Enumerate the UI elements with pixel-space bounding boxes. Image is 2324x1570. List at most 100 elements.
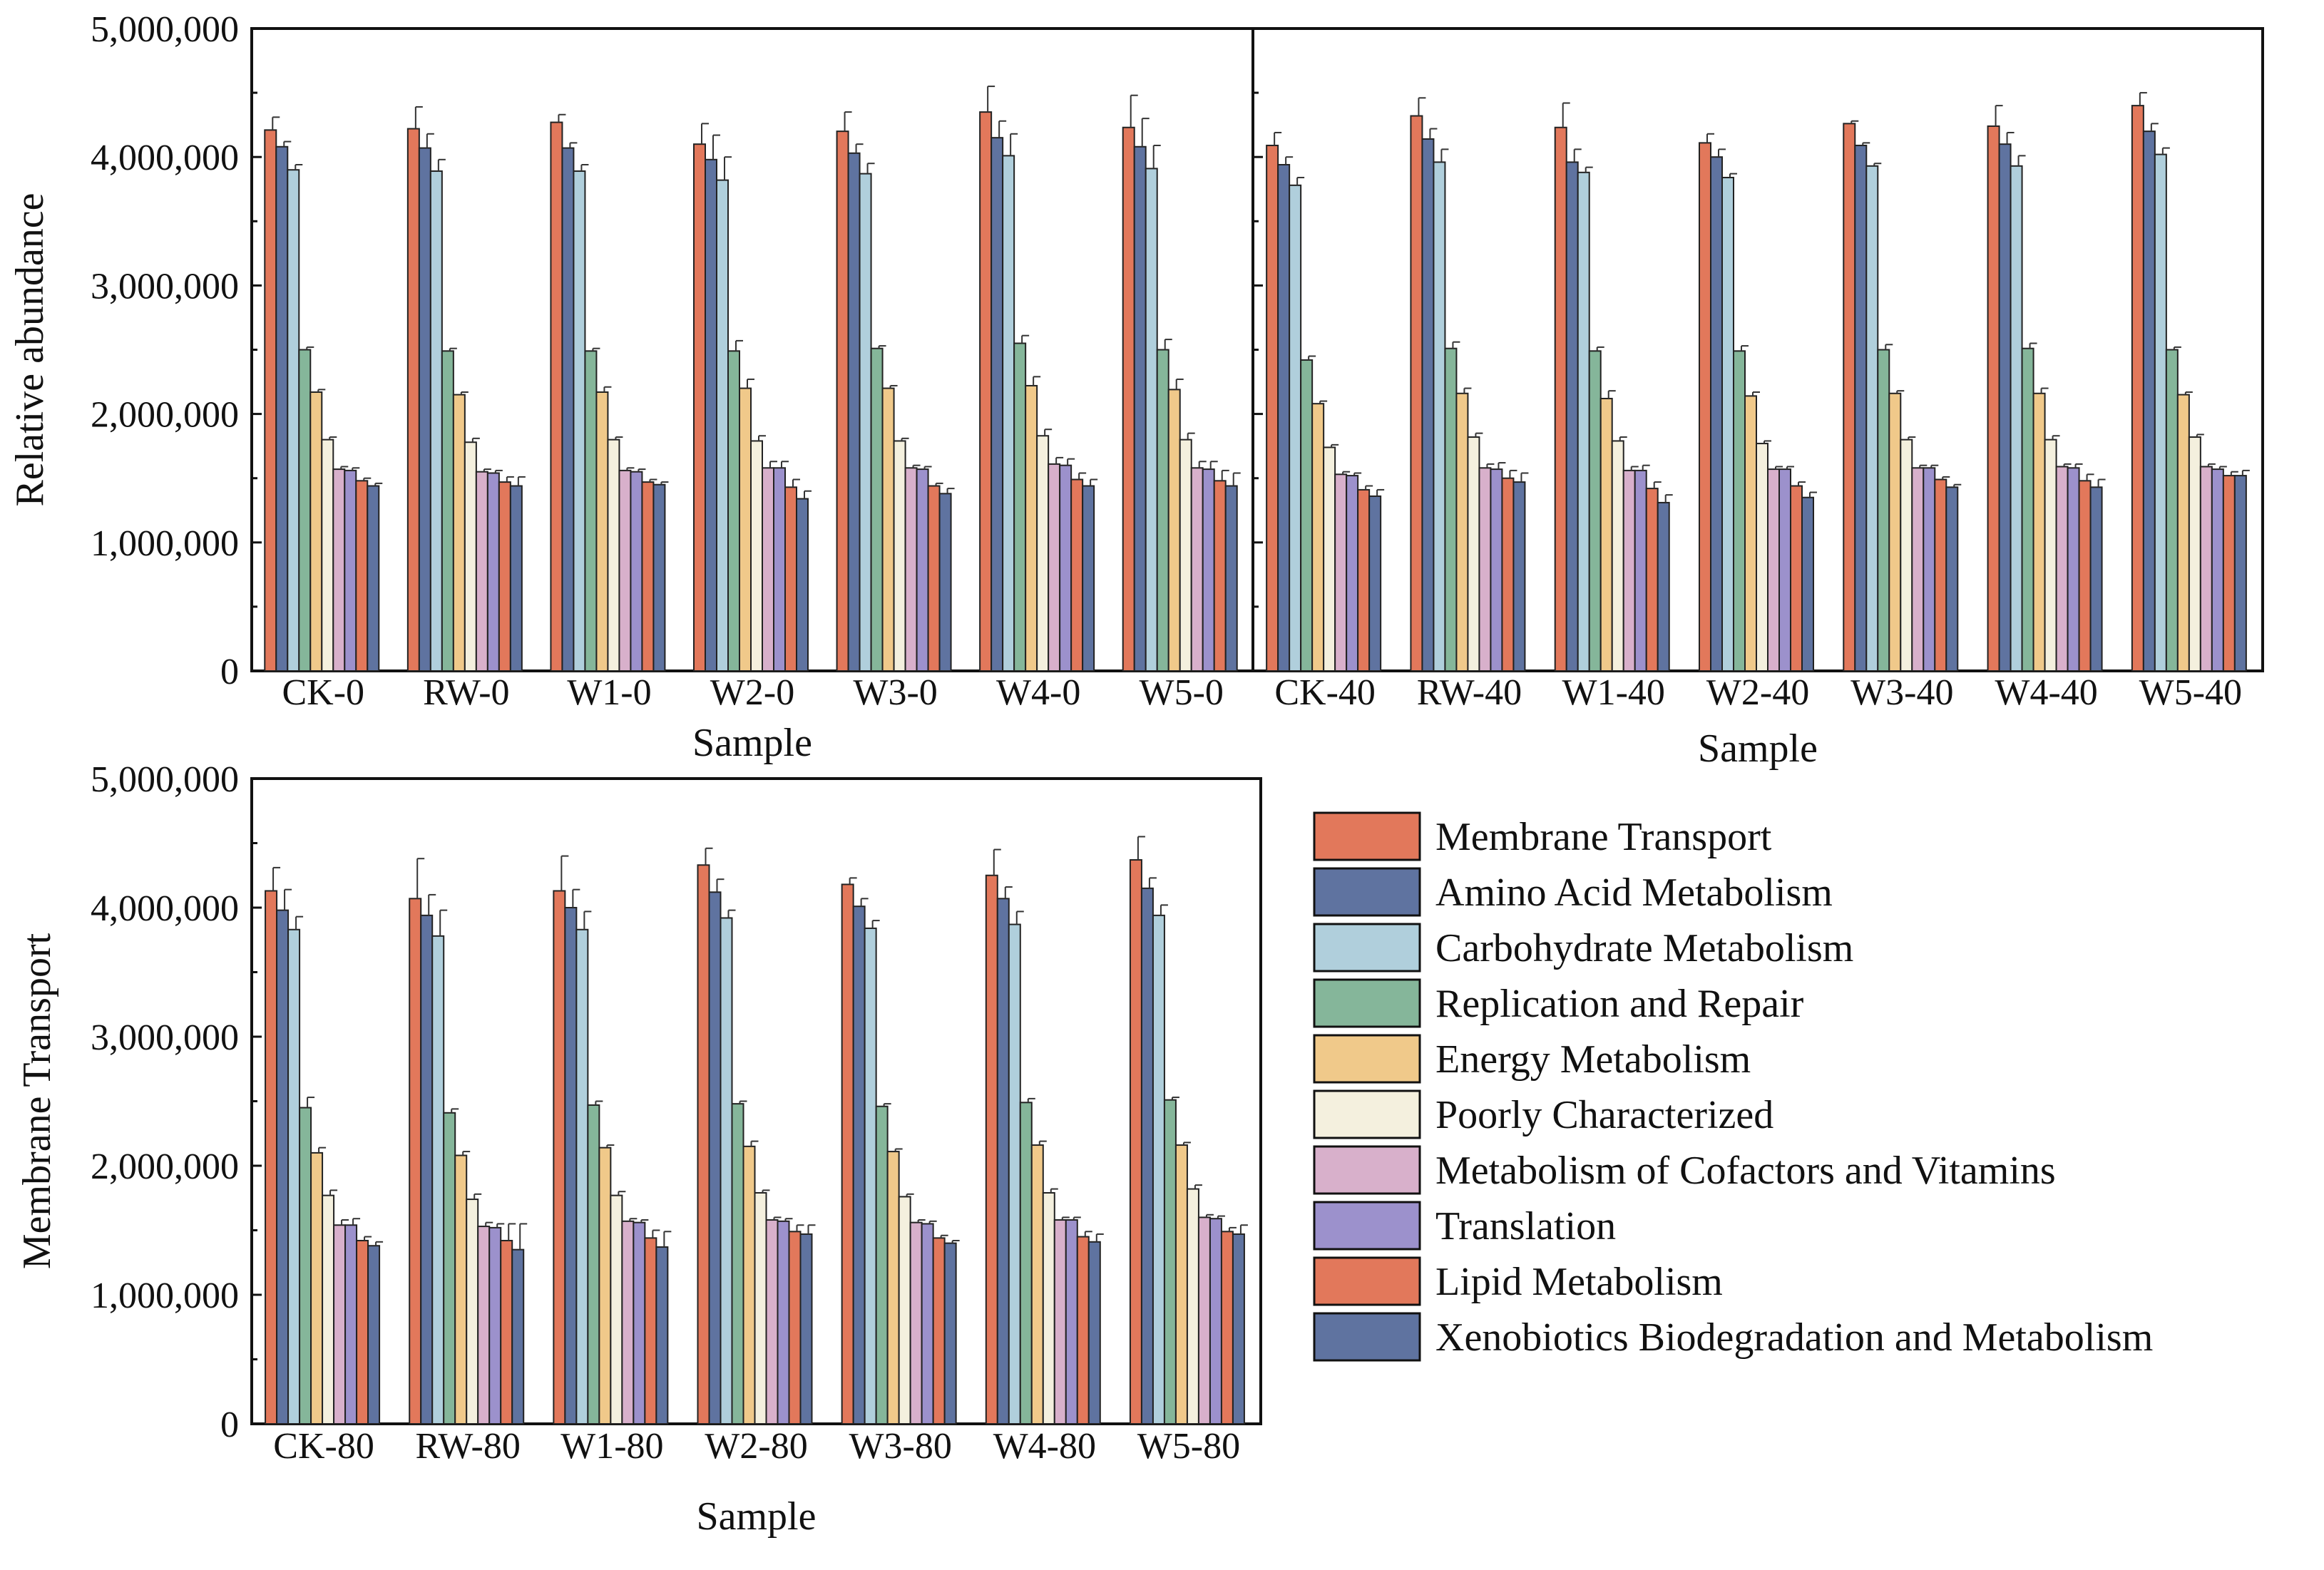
x-tick-label: W5-0: [1140, 672, 1224, 713]
bar: [979, 111, 993, 672]
chart-panel-top-left: 0 1,000,000 2,000,000 3,000,000 4,000,000 5,0…: [8, 9, 1254, 765]
x-tick-label: W2-40: [1706, 672, 1809, 713]
x-tick-label: RW-40: [1417, 672, 1522, 713]
bar: [1213, 480, 1227, 672]
bar: [2211, 468, 2224, 672]
bar: [2089, 486, 2103, 672]
legend-label: Replication and Repair: [1435, 982, 1804, 1026]
bar: [1129, 859, 1142, 1425]
bar: [344, 469, 357, 672]
bar: [898, 1196, 911, 1425]
bar: [1190, 467, 1204, 672]
bar: [367, 485, 380, 672]
y-tick-label: 4,000,000: [91, 888, 239, 929]
bar: [420, 914, 434, 1425]
bar: [1224, 485, 1238, 672]
bar: [932, 1237, 946, 1425]
bar: [720, 917, 733, 1425]
bar: [799, 1233, 813, 1425]
bar: [904, 467, 918, 672]
bar: [1042, 1192, 1055, 1425]
bar: [322, 1194, 335, 1425]
bar: [1300, 359, 1314, 672]
bar: [847, 152, 861, 672]
bar: [1070, 478, 1084, 672]
bar: [1945, 486, 1959, 672]
legend-label: Membrane Transport: [1435, 815, 1772, 859]
bar: [693, 143, 706, 672]
bar: [1421, 138, 1435, 672]
bar: [921, 1223, 934, 1425]
bar: [1065, 1219, 1078, 1425]
bar: [299, 1107, 312, 1425]
x-tick-label: RW-80: [416, 1426, 521, 1467]
bar: [1790, 485, 1803, 672]
bar: [1140, 887, 1154, 1425]
bar: [310, 1151, 324, 1425]
bar: [409, 898, 422, 1425]
legend-label: Lipid Metabolism: [1435, 1260, 1723, 1304]
bar: [564, 907, 578, 1425]
bar: [550, 121, 563, 672]
bar: [996, 898, 1010, 1425]
bar: [1122, 126, 1135, 672]
bar: [886, 1151, 900, 1425]
bar: [796, 498, 809, 672]
bar: [836, 130, 849, 672]
bar: [1645, 488, 1659, 672]
bar: [1167, 389, 1181, 672]
bar: [1888, 392, 1902, 672]
bar: [2154, 153, 2167, 672]
legend-swatch: [1313, 811, 1421, 861]
bar: [356, 1239, 369, 1425]
y-axis-title: Relative abundance: [8, 193, 52, 506]
legend-label: Metabolism of Cofactors and Vitamins: [1435, 1149, 2056, 1193]
bar: [1478, 467, 1492, 672]
bar: [1744, 395, 1757, 672]
bar: [264, 129, 277, 672]
bar: [985, 874, 998, 1425]
bar: [1076, 1236, 1090, 1425]
bar: [406, 128, 420, 672]
legend-item: Metabolism of Cofactors and Vitamins: [1313, 1145, 2056, 1195]
y-tick-label: 1,000,000: [91, 523, 239, 564]
bar: [754, 1192, 767, 1425]
legend-label: Carbohydrate Metabolism: [1435, 926, 1853, 970]
bar: [1323, 446, 1336, 672]
bar: [1987, 125, 2000, 672]
bar: [1577, 171, 1590, 672]
bar: [1998, 143, 2012, 672]
legend-label: Xenobiotics Biodegradation and Metabolis…: [1435, 1315, 2153, 1360]
bar: [1019, 1102, 1033, 1425]
x-tick-label: W5-40: [2139, 672, 2242, 713]
x-tick-label: W5-80: [1137, 1426, 1240, 1467]
x-axis-title: Sample: [697, 1494, 817, 1539]
bar: [1289, 184, 1302, 672]
bar: [1174, 1144, 1188, 1425]
bar: [1145, 168, 1158, 672]
bar: [2021, 347, 2034, 672]
bar: [1152, 914, 1165, 1425]
bar: [464, 441, 477, 672]
chart-panels: 0 1,000,000 2,000,000 3,000,000 4,000,000 5,0…: [8, 9, 2264, 1539]
bar: [287, 169, 300, 672]
legend-item: Poorly Characterized: [1313, 1089, 1773, 1139]
legend-item: Membrane Transport: [1313, 811, 1772, 861]
bar: [1048, 463, 1061, 672]
bar: [498, 481, 511, 672]
bar: [762, 467, 774, 672]
bar: [1900, 438, 1913, 672]
legend-item: Translation: [1313, 1201, 1616, 1251]
y-tick-label: 3,000,000: [91, 1017, 239, 1058]
bar: [1877, 349, 1890, 672]
bar: [943, 1242, 957, 1425]
bar: [418, 147, 431, 672]
bar: [1030, 1144, 1044, 1425]
x-tick-label: W2-80: [705, 1426, 807, 1467]
bar: [916, 468, 929, 672]
bar: [788, 1231, 802, 1425]
bar: [739, 387, 752, 672]
bar: [1934, 478, 1947, 672]
bar: [1008, 923, 1021, 1425]
bar: [1710, 156, 1723, 672]
